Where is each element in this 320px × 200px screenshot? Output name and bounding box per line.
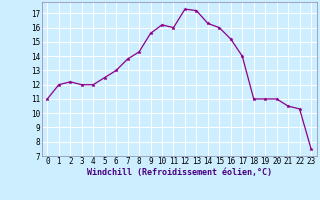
X-axis label: Windchill (Refroidissement éolien,°C): Windchill (Refroidissement éolien,°C) — [87, 168, 272, 177]
